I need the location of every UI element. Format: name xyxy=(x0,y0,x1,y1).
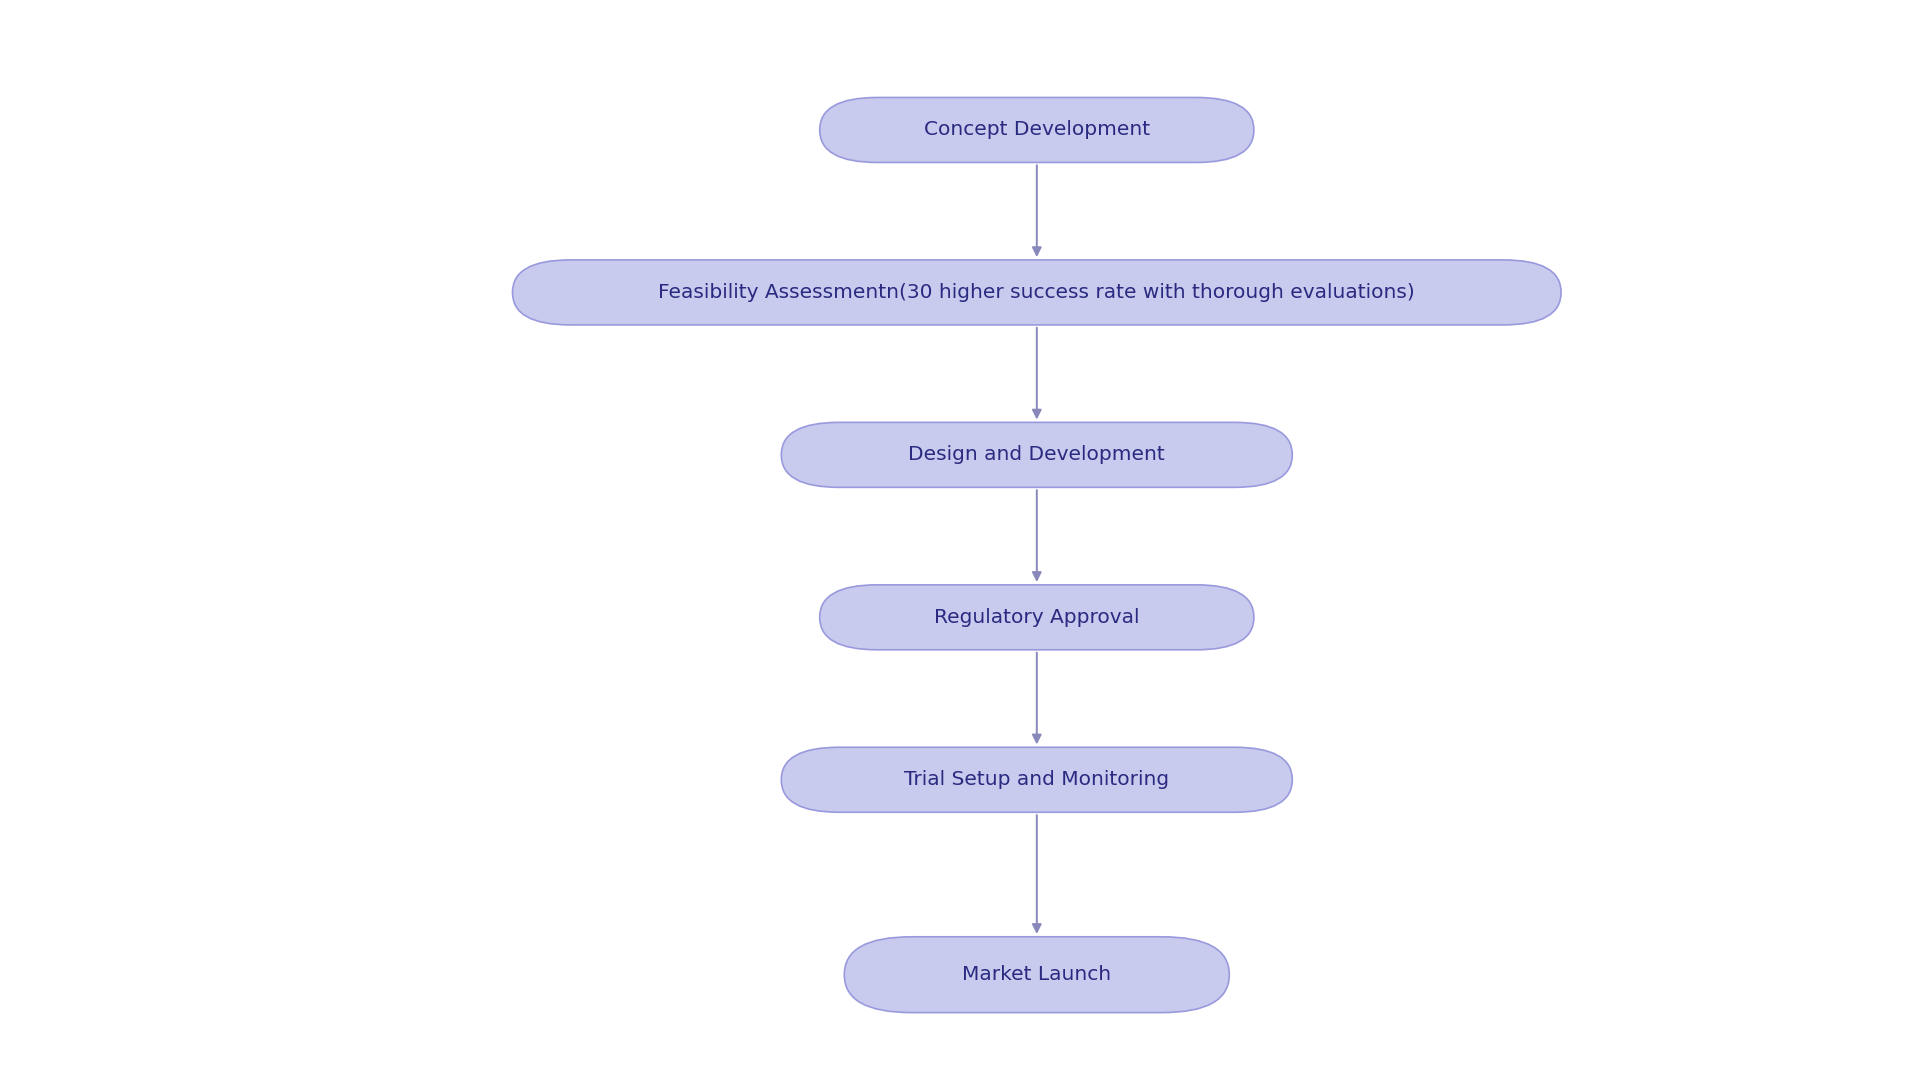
Text: Regulatory Approval: Regulatory Approval xyxy=(933,608,1140,627)
FancyBboxPatch shape xyxy=(820,97,1254,162)
Text: Trial Setup and Monitoring: Trial Setup and Monitoring xyxy=(904,770,1169,790)
Text: Feasibility Assessmentn(30 higher success rate with thorough evaluations): Feasibility Assessmentn(30 higher succes… xyxy=(659,283,1415,302)
Text: Design and Development: Design and Development xyxy=(908,445,1165,465)
Text: Market Launch: Market Launch xyxy=(962,965,1112,984)
FancyBboxPatch shape xyxy=(781,422,1292,487)
FancyBboxPatch shape xyxy=(513,260,1561,325)
FancyBboxPatch shape xyxy=(845,937,1229,1013)
FancyBboxPatch shape xyxy=(820,585,1254,650)
Text: Concept Development: Concept Development xyxy=(924,120,1150,140)
FancyBboxPatch shape xyxy=(781,747,1292,812)
